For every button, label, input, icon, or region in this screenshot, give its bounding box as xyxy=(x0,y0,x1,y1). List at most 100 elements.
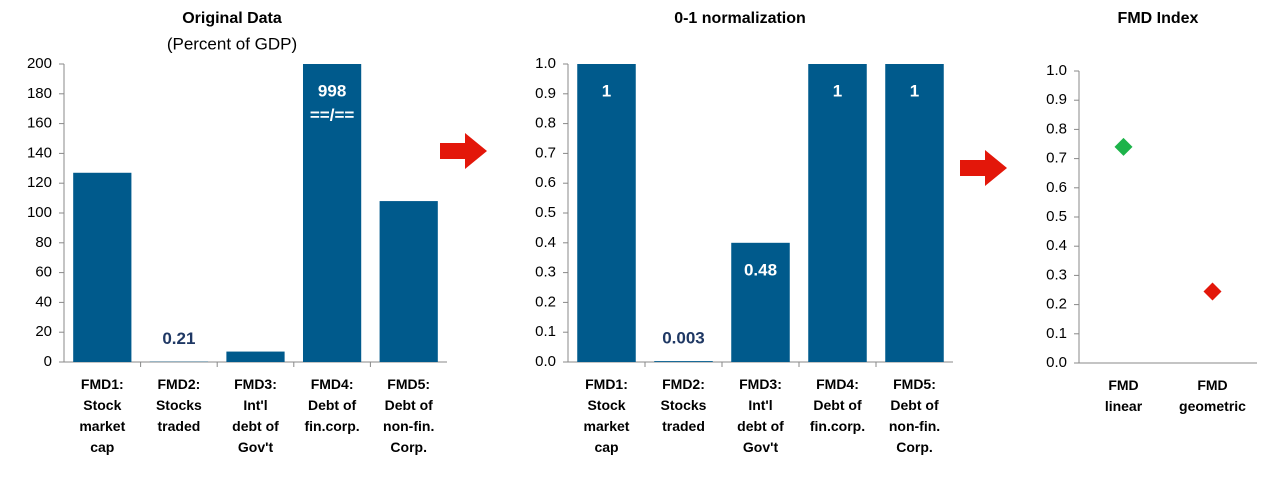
y-tick-label: 0.5 xyxy=(535,204,556,221)
x-tick-line: FMD xyxy=(1197,377,1227,393)
y-tick-label: 0.8 xyxy=(535,115,556,132)
y-tick-label: 0.6 xyxy=(535,174,556,191)
marker xyxy=(1203,282,1222,301)
x-tick-label: FMD geometric xyxy=(1179,377,1246,414)
bar xyxy=(654,361,713,362)
x-tick-line: cap xyxy=(90,439,114,455)
x-tick-label: FMD3: Int'l debt of Gov't xyxy=(737,376,784,455)
bar xyxy=(379,201,438,362)
x-tick-label: FMD4: Debt of fin.corp. xyxy=(810,376,865,434)
x-tick-line: FMD2: xyxy=(662,376,705,392)
x-tick-label: FMD2: Stocks traded xyxy=(661,376,707,434)
x-tick-line: Debt of xyxy=(890,397,939,413)
y-tick-label: 0.4 xyxy=(1046,237,1067,254)
y-tick-label: 180 xyxy=(27,85,52,102)
y-tick-label: 0.0 xyxy=(1046,354,1067,371)
arrow xyxy=(960,150,1007,186)
x-tick-line: FMD3: xyxy=(739,376,782,392)
y-tick-label: 40 xyxy=(35,293,52,310)
y-tick-label: 100 xyxy=(27,204,52,221)
data-label: 0.003 xyxy=(662,329,705,348)
x-tick-label: FMD5: Debt of non-fin. Corp. xyxy=(889,376,940,455)
y-tick-label: 0.2 xyxy=(535,293,556,310)
bar xyxy=(302,64,362,362)
x-tick-line: geometric xyxy=(1179,398,1246,414)
marker xyxy=(1114,137,1133,156)
x-tick-line: debt of xyxy=(737,418,784,434)
x-tick-line: FMD5: xyxy=(893,376,936,392)
y-tick-label: 0.2 xyxy=(1046,296,1067,313)
x-tick-line: FMD1: xyxy=(585,376,628,392)
bar xyxy=(731,242,790,362)
y-tick-label: 60 xyxy=(35,264,52,281)
plot-area xyxy=(73,64,438,362)
y-tick-label: 0.5 xyxy=(1046,208,1067,225)
data-label: 0.21 xyxy=(162,329,195,348)
bar xyxy=(73,172,132,362)
y-tick-label: 0.7 xyxy=(1046,150,1067,167)
y-tick-label: 80 xyxy=(35,234,52,251)
data-label: 998 xyxy=(318,81,346,100)
x-tick-line: linear xyxy=(1105,398,1143,414)
chart-title: Original Data xyxy=(182,10,282,27)
x-tick-label: FMD linear xyxy=(1105,377,1143,414)
y-tick-label: 0.1 xyxy=(1046,325,1067,342)
chart-title: 0-1 normalization xyxy=(674,10,806,27)
y-tick-label: 120 xyxy=(27,174,52,191)
x-tick-line: Debt of xyxy=(385,397,434,413)
x-tick-label: FMD1: Stock market cap xyxy=(79,376,125,455)
x-tick-line: Gov't xyxy=(238,439,274,455)
plot-area xyxy=(1114,137,1222,301)
annotation: ==/== xyxy=(310,105,355,124)
x-tick-line: non-fin. xyxy=(383,418,434,434)
bar xyxy=(808,64,867,362)
x-tick-line: Debt of xyxy=(813,397,862,413)
x-tick-line: Gov't xyxy=(743,439,779,455)
x-tick-line: Int'l xyxy=(243,397,267,413)
x-tick-label: FMD5: Debt of non-fin. Corp. xyxy=(383,376,434,455)
x-tick-line: traded xyxy=(158,418,201,434)
x-tick-line: debt of xyxy=(232,418,279,434)
y-tick-label: 0.3 xyxy=(1046,266,1067,283)
y-tick-label: 20 xyxy=(35,323,52,340)
x-tick-line: FMD5: xyxy=(387,376,430,392)
x-tick-line: FMD xyxy=(1108,377,1138,393)
x-tick-line: Debt of xyxy=(308,397,357,413)
x-tick-line: cap xyxy=(594,439,618,455)
plot-area xyxy=(577,64,944,362)
x-tick-line: traded xyxy=(662,418,705,434)
x-tick-line: market xyxy=(584,418,630,434)
y-tick-label: 0.7 xyxy=(535,144,556,161)
x-tick-line: Int'l xyxy=(748,397,772,413)
x-tick-line: fin.corp. xyxy=(810,418,865,434)
y-tick-label: 0.1 xyxy=(535,323,556,340)
y-tick-label: 0.0 xyxy=(535,353,556,370)
y-tick-label: 140 xyxy=(27,144,52,161)
x-tick-line: Corp. xyxy=(896,439,933,455)
chart-title: FMD Index xyxy=(1118,10,1199,27)
x-tick-line: FMD2: xyxy=(158,376,201,392)
bar xyxy=(885,64,944,362)
bar xyxy=(226,351,285,362)
x-tick-label: FMD2: Stocks traded xyxy=(156,376,202,434)
y-tick-label: 1.0 xyxy=(535,55,556,72)
x-tick-label: FMD4: Debt of fin.corp. xyxy=(304,376,359,434)
x-tick-line: Stock xyxy=(587,397,625,413)
y-tick-label: 0.8 xyxy=(1046,120,1067,137)
x-tick-line: non-fin. xyxy=(889,418,940,434)
x-tick-line: FMD1: xyxy=(81,376,124,392)
y-tick-label: 0 xyxy=(44,353,52,370)
y-tick-label: 0.3 xyxy=(535,264,556,281)
x-tick-label: FMD3: Int'l debt of Gov't xyxy=(232,376,279,455)
x-tick-line: fin.corp. xyxy=(304,418,359,434)
x-tick-label: FMD1: Stock market cap xyxy=(584,376,630,455)
x-tick-line: Stocks xyxy=(661,397,707,413)
arrow xyxy=(440,133,487,169)
chart-subtitle: (Percent of GDP) xyxy=(167,34,297,53)
x-tick-line: Corp. xyxy=(390,439,427,455)
x-tick-line: market xyxy=(79,418,125,434)
bar xyxy=(577,64,636,362)
data-label: 1 xyxy=(602,81,611,100)
y-tick-label: 0.9 xyxy=(1046,91,1067,108)
annotation: 0.48 xyxy=(744,260,777,279)
